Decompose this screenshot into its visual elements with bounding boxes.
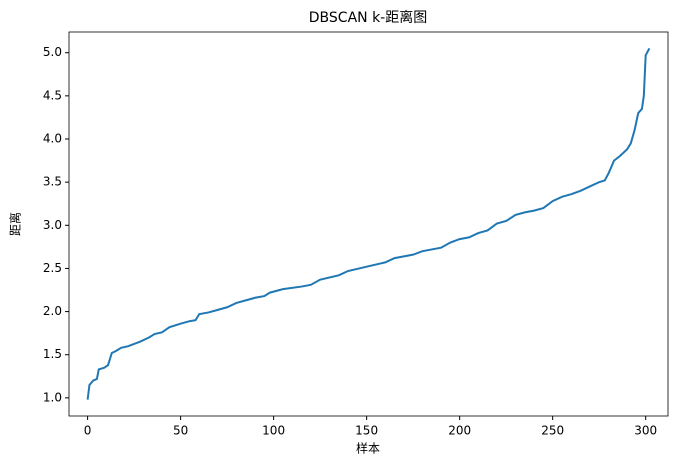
y-tick-label: 1.0 <box>43 390 62 404</box>
y-tick-label: 5.0 <box>43 45 62 59</box>
y-tick-label: 2.5 <box>43 261 62 275</box>
x-tick-label: 0 <box>84 424 92 438</box>
chart-title: DBSCAN k-距离图 <box>309 9 427 26</box>
x-axis-label: 样本 <box>356 441 380 456</box>
y-tick-label: 4.0 <box>43 132 62 146</box>
y-tick-label: 1.5 <box>43 347 62 361</box>
y-tick-label: 3.0 <box>43 218 62 232</box>
y-axis-label: 距离 <box>8 212 23 236</box>
x-tick-label: 100 <box>262 424 285 438</box>
x-tick-label: 300 <box>634 424 657 438</box>
x-tick-label: 150 <box>355 424 378 438</box>
y-tick-label: 3.5 <box>43 175 62 189</box>
data-line <box>86 47 651 400</box>
y-tick-label: 4.5 <box>43 88 62 102</box>
x-tick-label: 50 <box>173 424 188 438</box>
x-tick-label: 200 <box>448 424 471 438</box>
x-tick-label: 250 <box>541 424 564 438</box>
plot-frame <box>68 31 669 417</box>
y-tick-label: 2.0 <box>43 304 62 318</box>
